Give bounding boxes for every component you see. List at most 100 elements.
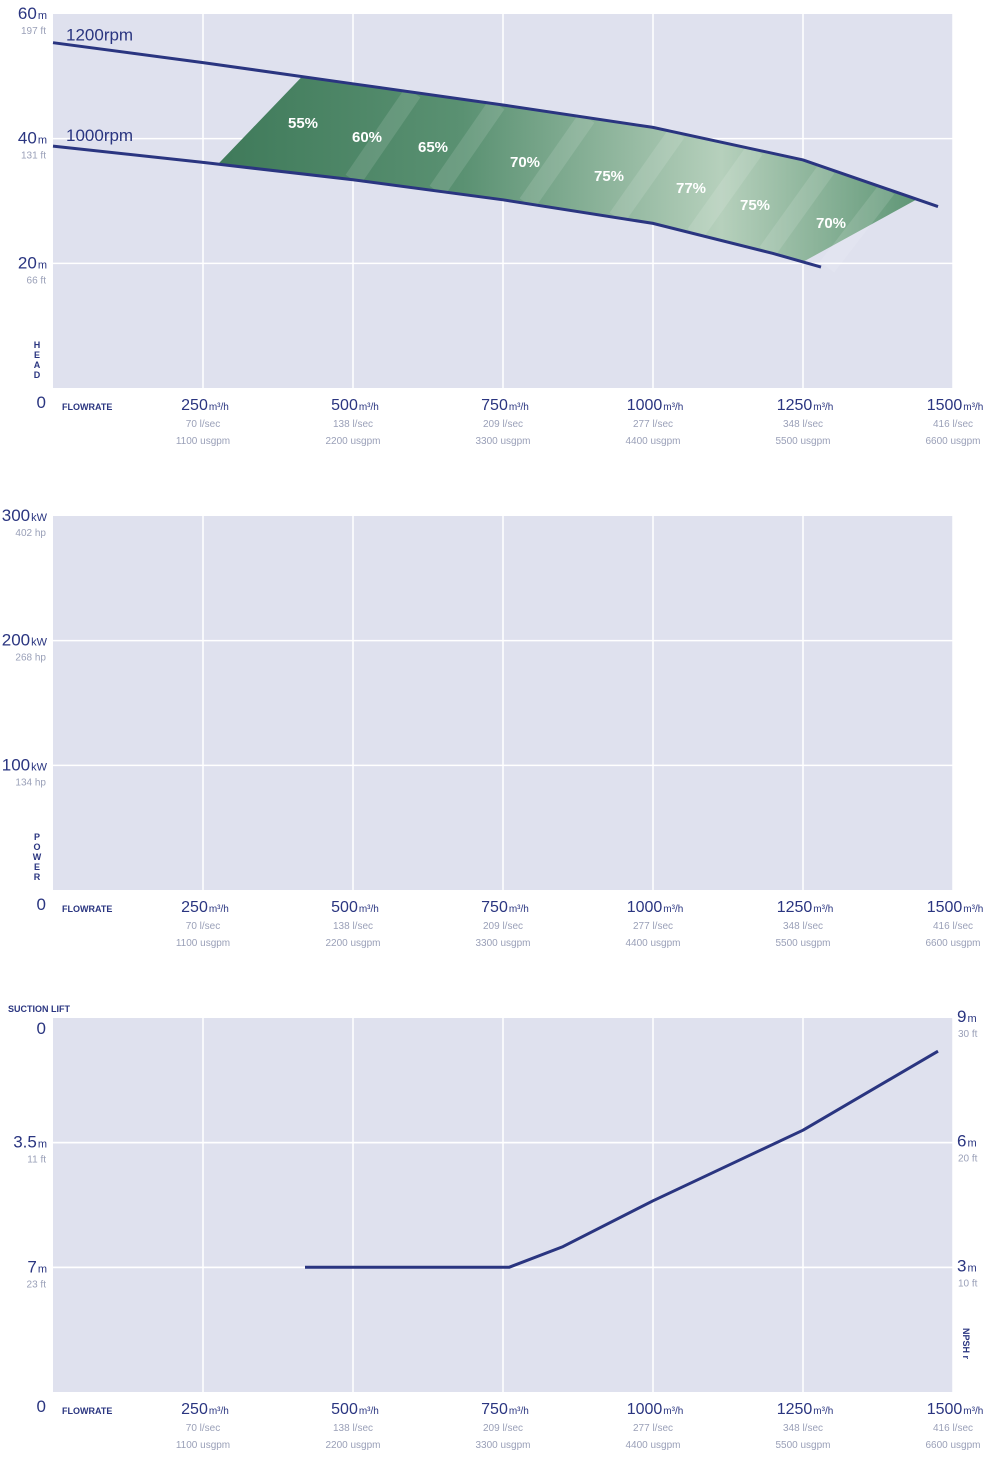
y-tick-label: 7m: [27, 1257, 47, 1276]
x-tick-sublabel-lsec: 416 l/sec: [933, 419, 973, 430]
x-tick-sublabel-lsec: 209 l/sec: [483, 921, 523, 932]
y-tick-label-unit: m: [38, 10, 47, 22]
x-tick-label-value: 250: [181, 899, 208, 916]
y2-tick-label-value: 3: [957, 1256, 966, 1275]
y-tick-label-value: 100: [2, 755, 30, 774]
zero-label: 0: [37, 1397, 46, 1416]
x-tick-sublabel-usgpm: 2200 usgpm: [325, 436, 380, 447]
x-tick-label-unit: m³/h: [359, 402, 379, 413]
x-tick-label-unit: m³/h: [663, 402, 683, 413]
x-tick-label-value: 1500: [927, 899, 963, 916]
x-tick-sublabel-lsec: 138 l/sec: [333, 419, 373, 430]
x-tick-label-value: 500: [331, 899, 358, 916]
efficiency-label: 65%: [418, 139, 448, 156]
zero-label: 0: [37, 393, 46, 412]
x-tick-sublabel-usgpm: 3300 usgpm: [475, 436, 530, 447]
x-tick-label: 500m³/h: [331, 1401, 379, 1418]
y2-tick-label-unit: m: [967, 1138, 976, 1150]
y2-tick-label: 9m: [957, 1007, 977, 1026]
x-tick-label-unit: m³/h: [663, 1406, 683, 1417]
y2-tick-sublabel: 20 ft: [958, 1154, 978, 1165]
y-tick-label-unit: kW: [31, 512, 48, 524]
y-axis-label-letter: E: [34, 862, 40, 872]
x-tick-label: 1500m³/h: [927, 1401, 984, 1418]
zero-label: 0: [37, 895, 46, 914]
y-tick-label-unit: m: [38, 1139, 47, 1151]
x-tick-label-unit: m³/h: [963, 402, 983, 413]
x-tick-label-unit: m³/h: [509, 1406, 529, 1417]
curve-label-1000rpm: 1000rpm: [66, 126, 133, 145]
y-tick-label: 40m: [18, 129, 47, 148]
y-tick-label: 200kW: [2, 631, 48, 650]
x-tick-label-value: 1000: [627, 899, 663, 916]
x-tick-label: 1000m³/h: [627, 397, 684, 414]
x-tick-label: 500m³/h: [331, 397, 379, 414]
y-axis-label-letter: D: [34, 370, 41, 380]
x-tick-sublabel-usgpm: 5500 usgpm: [775, 1440, 830, 1451]
x-tick-label: 1250m³/h: [777, 397, 834, 414]
x-tick-label: 250m³/h: [181, 397, 229, 414]
x-tick-sublabel-usgpm: 5500 usgpm: [775, 938, 830, 949]
x-tick-label-value: 750: [481, 1401, 508, 1418]
y-tick-label-value: 3.5: [13, 1133, 37, 1152]
y-tick-sublabel: 402 hp: [15, 528, 46, 539]
y-tick-label-unit: kW: [31, 637, 48, 649]
y-axis-label-letter: P: [34, 832, 40, 842]
efficiency-label: 75%: [740, 197, 770, 214]
x-tick-sublabel-lsec: 277 l/sec: [633, 1423, 673, 1434]
x-tick-label: 1250m³/h: [777, 1401, 834, 1418]
x-axis-label: FLOWRATE: [62, 904, 112, 914]
x-tick-label-value: 750: [481, 397, 508, 414]
x-tick-sublabel-lsec: 138 l/sec: [333, 921, 373, 932]
x-tick-sublabel-lsec: 70 l/sec: [186, 921, 220, 932]
y2-tick-label-unit: m: [967, 1013, 976, 1025]
y-tick-label-unit: m: [38, 135, 47, 147]
y2-tick-sublabel: 30 ft: [958, 1029, 978, 1040]
x-tick-sublabel-usgpm: 1100 usgpm: [176, 1440, 230, 1451]
y-tick-label-unit: m: [38, 259, 47, 271]
efficiency-label: 75%: [594, 168, 624, 185]
x-tick-sublabel-lsec: 70 l/sec: [186, 419, 220, 430]
y2-axis-label: NPSH r: [961, 1328, 971, 1360]
x-tick-sublabel-usgpm: 6600 usgpm: [925, 1440, 980, 1451]
x-tick-sublabel-usgpm: 3300 usgpm: [475, 938, 530, 949]
y-tick-label-value: 7: [27, 1257, 36, 1276]
x-tick-sublabel-usgpm: 4400 usgpm: [625, 938, 680, 949]
x-tick-label-unit: m³/h: [209, 402, 229, 413]
x-tick-sublabel-usgpm: 6600 usgpm: [925, 436, 980, 447]
x-tick-label: 500m³/h: [331, 899, 379, 916]
x-tick-label: 1250m³/h: [777, 899, 834, 916]
y-tick-label-unit: kW: [31, 761, 48, 773]
y-tick-label-value: 300: [2, 506, 30, 525]
x-tick-label-unit: m³/h: [963, 1406, 983, 1417]
x-axis-label: FLOWRATE: [62, 1406, 112, 1416]
efficiency-zone-separator: [687, 144, 763, 240]
y-tick-label-value: 40: [18, 129, 37, 148]
curve-label-1200rpm: 1200rpm: [66, 26, 133, 45]
y2-tick-label-value: 6: [957, 1132, 966, 1151]
y-axis-label-letter: R: [34, 872, 41, 882]
x-tick-label: 1000m³/h: [627, 899, 684, 916]
efficiency-zone-separator: [429, 99, 505, 197]
y-tick-sublabel: 23 ft: [27, 1279, 47, 1290]
y-tick-label: 3.5m: [13, 1133, 47, 1152]
x-tick-sublabel-usgpm: 2200 usgpm: [325, 938, 380, 949]
efficiency-label: 55%: [288, 115, 318, 132]
efficiency-label: 77%: [676, 180, 706, 197]
y-tick-label-value: 20: [18, 253, 37, 272]
top-zero-label: 0: [37, 1019, 46, 1038]
x-tick-sublabel-lsec: 277 l/sec: [633, 921, 673, 932]
y2-tick-label: 6m: [957, 1132, 977, 1151]
efficiency-label: 60%: [352, 129, 382, 146]
efficiency-label: 70%: [510, 154, 540, 171]
x-tick-label-value: 1500: [927, 1401, 963, 1418]
y-tick-label-value: 200: [2, 631, 30, 650]
y-tick-sublabel: 131 ft: [21, 151, 46, 162]
x-tick-label: 250m³/h: [181, 1401, 229, 1418]
x-tick-label-value: 500: [331, 1401, 358, 1418]
y-tick-label: 100kW: [2, 755, 48, 774]
